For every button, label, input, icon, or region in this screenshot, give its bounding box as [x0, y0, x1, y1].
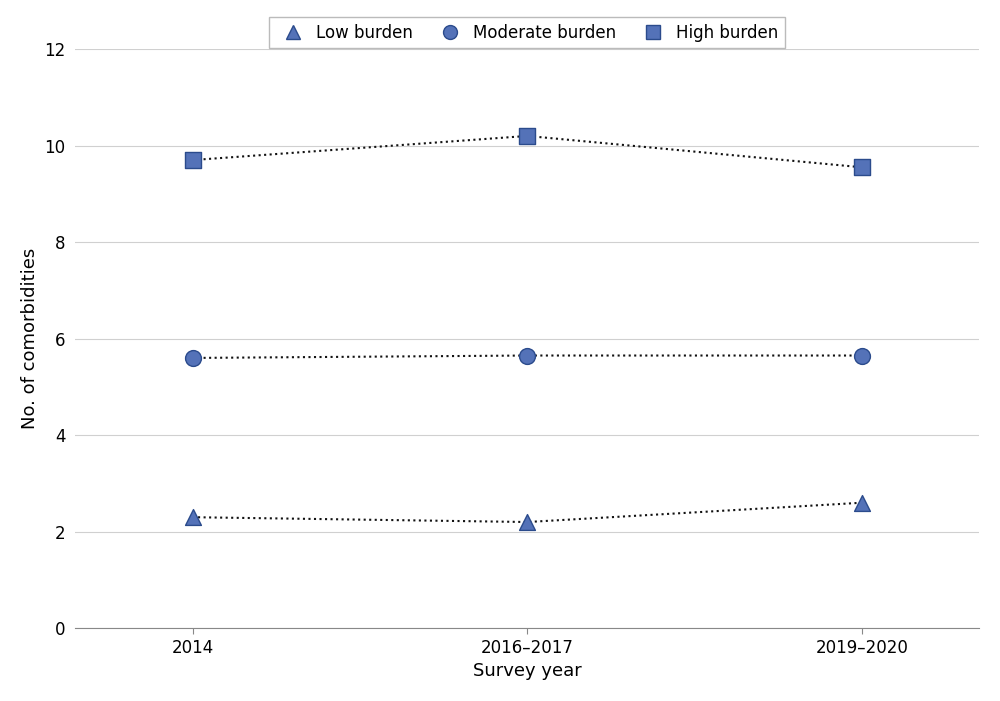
Point [185, 154, 201, 165]
Point [185, 353, 201, 364]
Legend: Low burden, Moderate burden, High burden: Low burden, Moderate burden, High burden [269, 17, 785, 48]
X-axis label: Survey year: Survey year [473, 662, 582, 680]
Point [519, 130, 535, 142]
Point [854, 497, 870, 508]
Y-axis label: No. of comorbidities: No. of comorbidities [21, 248, 39, 429]
Point [854, 350, 870, 361]
Point [519, 350, 535, 361]
Point [854, 162, 870, 173]
Point [519, 517, 535, 528]
Point [185, 512, 201, 523]
